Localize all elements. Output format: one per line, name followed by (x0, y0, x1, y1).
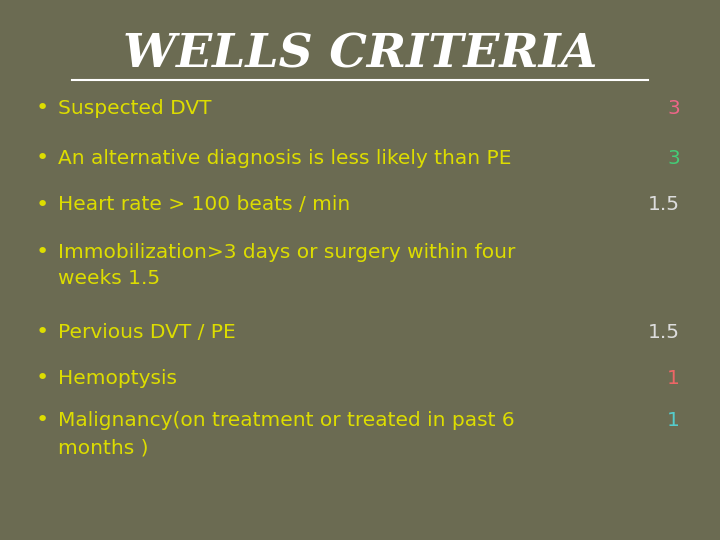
Text: An alternative diagnosis is less likely than PE: An alternative diagnosis is less likely … (58, 148, 511, 167)
Text: weeks 1.5: weeks 1.5 (58, 268, 160, 287)
Text: Heart rate > 100 beats / min: Heart rate > 100 beats / min (58, 195, 350, 214)
Text: •: • (35, 148, 49, 168)
Text: 1.5: 1.5 (648, 322, 680, 341)
Text: Hemoptysis: Hemoptysis (58, 368, 177, 388)
Text: •: • (35, 98, 49, 118)
Text: •: • (35, 410, 49, 430)
Text: 1: 1 (667, 368, 680, 388)
Text: •: • (35, 195, 49, 215)
Text: Immobilization>3 days or surgery within four: Immobilization>3 days or surgery within … (58, 242, 516, 261)
Text: Suspected DVT: Suspected DVT (58, 98, 212, 118)
Text: WELLS CRITERIA: WELLS CRITERIA (123, 32, 597, 78)
Text: •: • (35, 322, 49, 342)
Text: 3: 3 (667, 98, 680, 118)
Text: •: • (35, 242, 49, 262)
Text: 3: 3 (667, 148, 680, 167)
Text: months ): months ) (58, 438, 148, 457)
Text: Malignancy(on treatment or treated in past 6: Malignancy(on treatment or treated in pa… (58, 410, 515, 429)
Text: Pervious DVT / PE: Pervious DVT / PE (58, 322, 235, 341)
Text: 1.5: 1.5 (648, 195, 680, 214)
Text: •: • (35, 368, 49, 388)
Text: 1: 1 (667, 410, 680, 429)
